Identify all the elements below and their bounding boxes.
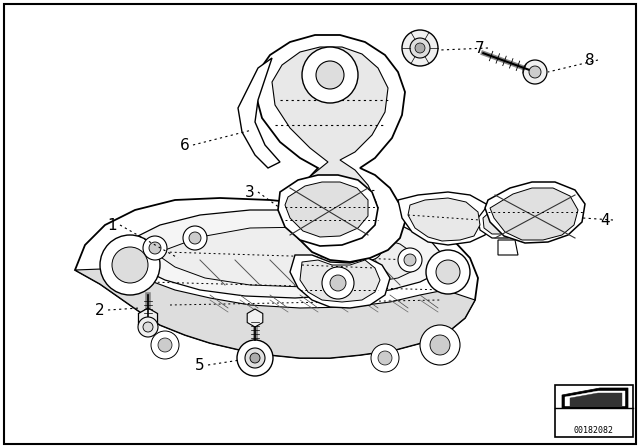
Polygon shape: [562, 388, 628, 408]
Polygon shape: [408, 198, 480, 241]
Circle shape: [358, 236, 382, 260]
Circle shape: [158, 338, 172, 352]
Polygon shape: [162, 227, 420, 287]
Circle shape: [410, 38, 430, 58]
Circle shape: [436, 260, 460, 284]
Polygon shape: [300, 260, 380, 302]
Polygon shape: [138, 308, 157, 330]
Polygon shape: [255, 35, 405, 262]
Circle shape: [402, 30, 438, 66]
Polygon shape: [485, 182, 585, 243]
Circle shape: [302, 47, 358, 103]
Polygon shape: [398, 192, 492, 245]
Circle shape: [529, 66, 541, 78]
Circle shape: [245, 348, 265, 368]
Circle shape: [183, 226, 207, 250]
Polygon shape: [238, 58, 280, 168]
Text: 1: 1: [107, 217, 117, 233]
Circle shape: [430, 335, 450, 355]
Polygon shape: [570, 393, 622, 406]
Text: 6: 6: [180, 138, 190, 152]
Polygon shape: [490, 188, 578, 240]
Circle shape: [151, 331, 179, 359]
Polygon shape: [128, 210, 445, 298]
Circle shape: [237, 340, 273, 376]
Polygon shape: [483, 210, 514, 234]
Polygon shape: [478, 205, 520, 238]
Circle shape: [398, 248, 422, 272]
Polygon shape: [272, 47, 388, 244]
Circle shape: [112, 247, 148, 283]
Circle shape: [317, 182, 353, 218]
Circle shape: [330, 275, 346, 291]
Circle shape: [415, 43, 425, 53]
Circle shape: [326, 191, 344, 209]
Circle shape: [523, 60, 547, 84]
Circle shape: [189, 232, 201, 244]
Circle shape: [250, 353, 260, 363]
Text: 5: 5: [195, 358, 205, 372]
Text: 8: 8: [585, 52, 595, 68]
Circle shape: [426, 250, 470, 294]
Circle shape: [149, 242, 161, 254]
Circle shape: [322, 267, 354, 299]
Polygon shape: [290, 255, 390, 308]
Circle shape: [378, 351, 392, 365]
Polygon shape: [247, 309, 263, 327]
Text: 2: 2: [95, 302, 105, 318]
Polygon shape: [565, 391, 625, 406]
Text: 4: 4: [600, 212, 610, 228]
Polygon shape: [75, 268, 475, 358]
Circle shape: [138, 317, 158, 337]
Circle shape: [420, 325, 460, 365]
Text: 00182082: 00182082: [574, 426, 614, 435]
Polygon shape: [285, 182, 368, 237]
Circle shape: [404, 254, 416, 266]
Polygon shape: [498, 240, 518, 255]
Circle shape: [364, 242, 376, 254]
Circle shape: [100, 235, 160, 295]
Text: 3: 3: [245, 185, 255, 199]
Circle shape: [371, 344, 399, 372]
Polygon shape: [278, 175, 378, 246]
Bar: [555, 385, 633, 437]
Polygon shape: [75, 198, 478, 358]
Circle shape: [143, 322, 153, 332]
Circle shape: [316, 61, 344, 89]
Text: 7: 7: [475, 40, 485, 56]
Circle shape: [143, 236, 167, 260]
